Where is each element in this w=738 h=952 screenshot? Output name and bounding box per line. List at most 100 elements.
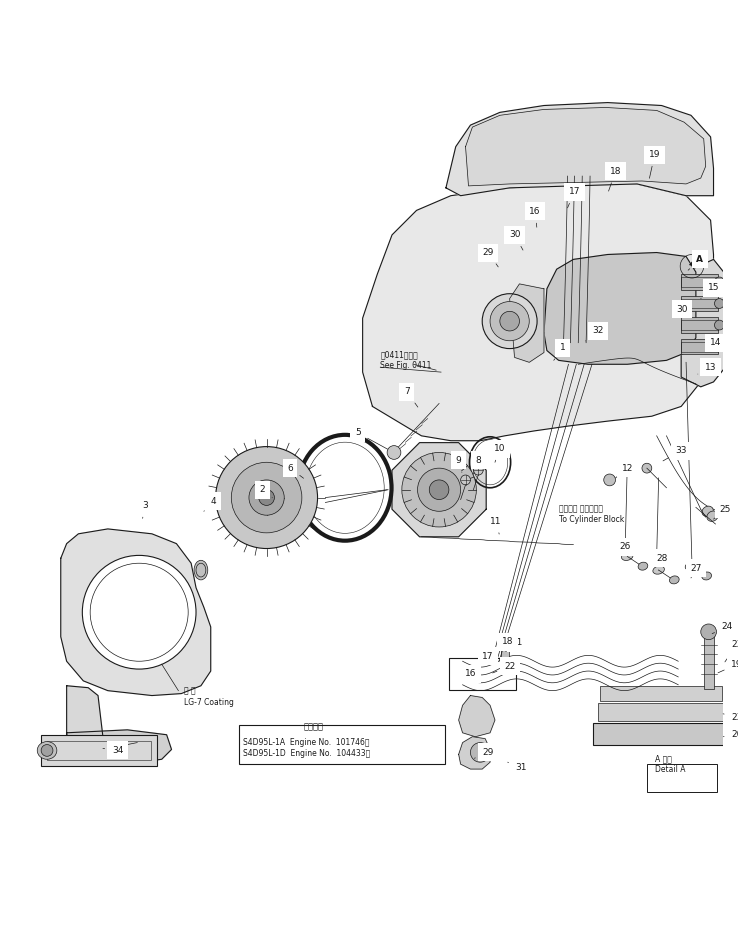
Bar: [598, 704, 723, 721]
Text: 6: 6: [287, 464, 303, 478]
Circle shape: [490, 302, 529, 341]
Ellipse shape: [604, 474, 615, 486]
Ellipse shape: [473, 466, 483, 475]
Circle shape: [430, 480, 449, 500]
Circle shape: [249, 480, 284, 515]
Bar: [41, 735, 156, 766]
Ellipse shape: [387, 446, 401, 459]
Bar: [681, 342, 718, 351]
Text: 29: 29: [483, 248, 498, 267]
Ellipse shape: [642, 464, 652, 473]
Ellipse shape: [707, 511, 718, 522]
Text: 20: 20: [723, 730, 738, 740]
Polygon shape: [446, 103, 714, 196]
Text: 15: 15: [701, 284, 720, 299]
Text: S4D95L-1A  Engine No.  101746～: S4D95L-1A Engine No. 101746～: [243, 738, 370, 746]
Text: 13: 13: [698, 363, 717, 374]
Bar: [681, 339, 718, 354]
Text: 16: 16: [465, 668, 478, 679]
Circle shape: [482, 294, 537, 348]
Ellipse shape: [461, 475, 470, 485]
Text: 23: 23: [725, 640, 738, 662]
Ellipse shape: [669, 576, 679, 584]
Text: 27: 27: [690, 564, 702, 578]
Text: S4D95L-1D  Engine No.  104433～: S4D95L-1D Engine No. 104433～: [243, 749, 370, 759]
Text: シリンダ ブロック～
To Cylinder Block: シリンダ ブロック～ To Cylinder Block: [559, 505, 624, 524]
Circle shape: [83, 555, 196, 669]
Text: 3: 3: [142, 501, 148, 518]
Text: 9: 9: [456, 456, 462, 472]
Bar: [704, 635, 714, 688]
Ellipse shape: [37, 742, 57, 760]
Ellipse shape: [702, 572, 711, 580]
Text: 17: 17: [483, 652, 494, 661]
Ellipse shape: [714, 299, 724, 308]
Bar: [593, 723, 725, 744]
Text: 25: 25: [714, 505, 731, 519]
Text: 10: 10: [494, 444, 506, 463]
Ellipse shape: [638, 563, 648, 570]
Text: A 拡大
Detail A: A 拡大 Detail A: [655, 755, 685, 774]
Text: 32: 32: [585, 327, 604, 341]
Text: 5: 5: [355, 428, 387, 449]
Ellipse shape: [702, 506, 714, 516]
Ellipse shape: [499, 639, 511, 650]
Polygon shape: [66, 685, 103, 749]
Circle shape: [231, 463, 302, 533]
Text: 23: 23: [723, 713, 738, 722]
Text: 30: 30: [675, 305, 688, 316]
Text: 18: 18: [502, 637, 514, 646]
Ellipse shape: [194, 561, 208, 580]
Circle shape: [470, 743, 490, 763]
Bar: [647, 764, 717, 792]
Bar: [681, 274, 718, 289]
Text: 1: 1: [554, 343, 565, 361]
Bar: [681, 320, 718, 330]
Bar: [600, 685, 723, 702]
Text: 33: 33: [663, 446, 687, 461]
Polygon shape: [459, 737, 490, 769]
Bar: [681, 277, 718, 287]
Text: 34: 34: [103, 746, 123, 755]
Polygon shape: [681, 259, 725, 387]
Text: 21: 21: [506, 638, 523, 651]
Ellipse shape: [714, 277, 724, 287]
Bar: [681, 296, 718, 311]
Polygon shape: [61, 529, 211, 696]
Ellipse shape: [701, 624, 717, 640]
Text: 29: 29: [475, 748, 494, 759]
Text: 28: 28: [656, 554, 667, 570]
Ellipse shape: [714, 342, 724, 351]
Polygon shape: [66, 730, 171, 764]
Text: 19: 19: [649, 150, 661, 178]
Text: 16: 16: [529, 207, 541, 228]
Ellipse shape: [714, 320, 724, 330]
Circle shape: [418, 468, 461, 511]
Text: 塗 布: 塗 布: [184, 686, 196, 696]
Text: 18: 18: [609, 167, 621, 191]
Text: 26: 26: [620, 542, 633, 553]
Text: 図0411参照用
See Fig. 0411: 図0411参照用 See Fig. 0411: [380, 350, 432, 370]
Bar: [449, 658, 516, 689]
Ellipse shape: [621, 552, 633, 561]
Ellipse shape: [685, 562, 697, 570]
Circle shape: [215, 446, 317, 548]
Text: 4: 4: [204, 497, 216, 511]
Circle shape: [402, 452, 476, 527]
Polygon shape: [544, 252, 696, 365]
Text: 12: 12: [615, 464, 633, 478]
Polygon shape: [510, 284, 544, 363]
Text: LG-7 Coating: LG-7 Coating: [184, 699, 234, 707]
Text: 24: 24: [712, 623, 733, 634]
Circle shape: [259, 489, 275, 506]
Text: 19: 19: [718, 660, 738, 673]
Polygon shape: [392, 443, 486, 537]
Text: 適用号等: 適用号等: [304, 723, 324, 732]
Text: 11: 11: [490, 517, 502, 534]
Text: 14: 14: [708, 338, 721, 348]
Polygon shape: [466, 108, 706, 186]
Bar: [681, 299, 718, 308]
Text: A: A: [688, 255, 703, 270]
Text: 7: 7: [404, 387, 418, 407]
Ellipse shape: [446, 485, 456, 495]
